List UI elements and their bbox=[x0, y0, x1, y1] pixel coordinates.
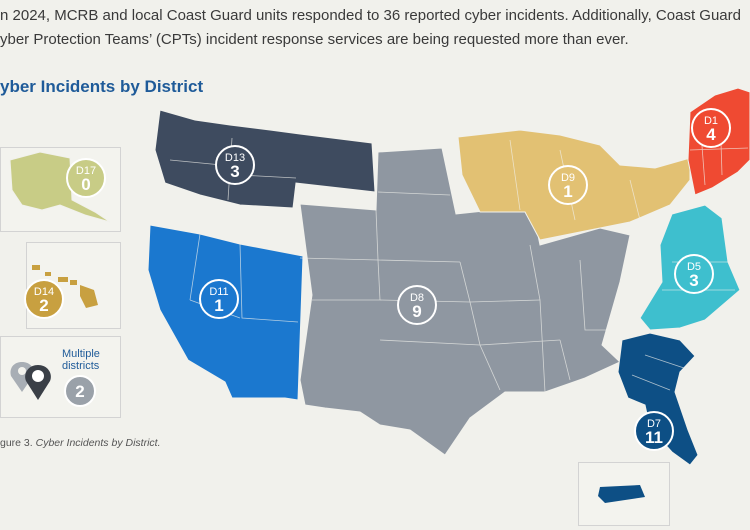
badge-count-d7: 11 bbox=[645, 428, 663, 447]
multiple-districts-pins bbox=[10, 362, 51, 400]
multiple-districts-circle bbox=[64, 375, 96, 407]
badge-circle-d5 bbox=[674, 254, 714, 294]
badge-d9: D91 bbox=[548, 165, 588, 205]
badge-count-d1: 4 bbox=[706, 125, 716, 144]
caption-prefix: gure 3. bbox=[0, 437, 36, 449]
badge-circle-d7 bbox=[634, 411, 674, 451]
badge-code-d9: D9 bbox=[561, 172, 575, 184]
state-borders bbox=[169, 109, 749, 393]
multiple-districts-inset bbox=[0, 336, 121, 418]
badge-code-d8: D8 bbox=[410, 292, 424, 304]
badge-count-d13: 3 bbox=[230, 162, 239, 181]
multiple-districts-count: 2 bbox=[75, 382, 84, 401]
intro-line-2: yber Protection Teams’ (CPTs) incident r… bbox=[0, 31, 629, 48]
region-d13 bbox=[154, 109, 376, 209]
badge-count-d8: 9 bbox=[412, 302, 421, 321]
badge-circle-d11 bbox=[199, 279, 239, 319]
badge-count-d14: 2 bbox=[39, 296, 48, 315]
grey-pin-icon bbox=[10, 362, 34, 392]
badge-circle-d13 bbox=[215, 145, 255, 185]
badge-code-d7: D7 bbox=[647, 418, 661, 430]
figure-caption: gure 3. Cyber Incidents by District. bbox=[0, 437, 160, 449]
badge-circle-d1 bbox=[691, 108, 731, 148]
badge-code-d1: D1 bbox=[704, 115, 718, 127]
badge-d8: D89 bbox=[397, 285, 437, 325]
badge-circle-d8 bbox=[397, 285, 437, 325]
dark-pin-icon bbox=[25, 365, 51, 400]
caption-title: Cyber Incidents by District. bbox=[35, 437, 161, 449]
hawaii-region bbox=[32, 265, 98, 308]
badge-d5: D53 bbox=[674, 254, 714, 294]
alaska-region bbox=[9, 151, 111, 223]
multiple-districts-line-2: districts bbox=[62, 360, 100, 372]
puerto-rico-region bbox=[598, 485, 645, 503]
badge-code-d11: D11 bbox=[209, 286, 228, 298]
badge-count-d9: 1 bbox=[563, 182, 572, 201]
badge-d1: D14 bbox=[691, 108, 731, 148]
badge-circle-d9 bbox=[548, 165, 588, 205]
badge-code-d13: D13 bbox=[225, 152, 245, 164]
badge-code-d5: D5 bbox=[687, 261, 701, 273]
badge-count-d5: 3 bbox=[689, 271, 698, 290]
multiple-districts-badge: 2 bbox=[64, 375, 96, 407]
multiple-districts-label: Multiple districts bbox=[62, 348, 100, 372]
intro-paragraph: n 2024, MCRB and local Coast Guard units… bbox=[0, 4, 750, 52]
badge-code-d17: D17 bbox=[76, 165, 96, 177]
badge-count-d17: 0 bbox=[81, 175, 90, 194]
badge-circle-d17 bbox=[66, 158, 106, 198]
badge-code-d14: D14 bbox=[34, 286, 54, 298]
map-heading: yber Incidents by District bbox=[0, 77, 204, 96]
multiple-districts-line-1: Multiple bbox=[62, 348, 100, 360]
badge-circle-d14 bbox=[24, 279, 64, 319]
badge-count-d11: 1 bbox=[214, 296, 223, 315]
intro-line-1: n 2024, MCRB and local Coast Guard units… bbox=[0, 7, 741, 24]
